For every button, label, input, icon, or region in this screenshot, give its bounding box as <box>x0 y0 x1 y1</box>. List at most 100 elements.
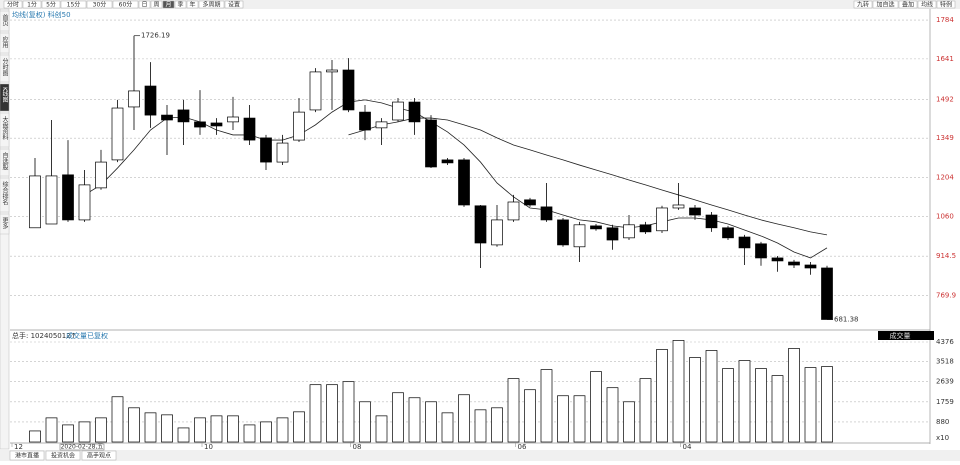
sidebar-tab[interactable] <box>0 112 10 148</box>
bottom-tab-label[interactable]: 港市直播 <box>15 452 39 460</box>
sidebar-tab[interactable] <box>0 32 10 54</box>
candle-body <box>557 219 569 246</box>
volume-bar <box>738 360 751 443</box>
toolbar-tab[interactable] <box>86 0 113 9</box>
cursor-label: 2020-02-28,五 <box>61 444 104 451</box>
toolbar-tab-label[interactable]: 周 <box>153 1 159 8</box>
toolbar-tab-label[interactable]: 年 <box>189 0 195 8</box>
candle-body <box>689 207 701 216</box>
y-tick-label: 1204 <box>936 174 954 182</box>
toolbar-right-label[interactable]: 九转 <box>857 0 869 8</box>
candle-body <box>491 219 503 246</box>
y-tick-label: 769.9 <box>936 291 956 299</box>
candle-body <box>540 206 553 221</box>
toolbar-tab[interactable] <box>150 0 163 9</box>
toolbar-tab-label[interactable]: 日 <box>141 1 147 8</box>
toolbar-tab[interactable] <box>162 0 175 9</box>
y-tick-label: 1060 <box>936 213 954 221</box>
y-tick-label: 914.5 <box>936 252 956 260</box>
candle-body <box>111 107 124 161</box>
sidebar-tab-label[interactable]: 综合排名 <box>1 180 8 206</box>
bottom-tab-label[interactable]: 高手观点 <box>87 452 111 460</box>
toolbar-tab[interactable] <box>41 0 61 9</box>
volume-bar <box>672 340 685 443</box>
candle-body <box>392 101 404 121</box>
volume-bar <box>260 421 272 443</box>
volume-bar <box>326 384 338 443</box>
sidebar-tab[interactable] <box>0 54 10 83</box>
sidebar-tab-label[interactable]: 大盘资料 <box>1 115 8 141</box>
toolbar-right-label[interactable]: 叠加 <box>902 0 914 8</box>
candle-body <box>639 224 652 233</box>
volume-bar <box>540 369 553 443</box>
toolbar-tab-label[interactable]: 季 <box>177 0 183 8</box>
sidebar-tab-label[interactable]: 应用 <box>1 35 8 49</box>
candle-body <box>128 90 140 108</box>
candle-body <box>260 137 272 163</box>
bottom-tab[interactable] <box>45 450 81 461</box>
toolbar-tab-label[interactable]: 5分 <box>46 0 56 8</box>
bottom-tab-label[interactable]: 投资机会 <box>51 452 75 460</box>
toolbar-tab[interactable] <box>224 0 244 9</box>
volume-menu[interactable]: 成交量 <box>890 331 911 340</box>
toolbar-right-label[interactable]: 特例 <box>940 0 952 8</box>
toolbar-tab-label[interactable]: 60分 <box>119 0 133 8</box>
candle-body <box>144 85 157 116</box>
toolbar-bg <box>0 0 960 9</box>
toolbar-right-btn[interactable] <box>898 0 918 9</box>
bottom-tab[interactable] <box>9 450 45 461</box>
sidebar-tab[interactable] <box>0 177 10 213</box>
toolbar-tab-label[interactable]: 30分 <box>93 0 107 8</box>
volume-bar <box>375 415 388 443</box>
toolbar-right-btn[interactable] <box>853 0 873 9</box>
sidebar-tab-label[interactable]: 更多 <box>1 217 8 230</box>
sidebar-tab[interactable] <box>0 148 10 177</box>
toolbar-tab-label[interactable]: 1分 <box>27 0 37 8</box>
sidebar-tab-label[interactable]: K线图 <box>1 87 8 104</box>
sidebar-tab[interactable] <box>0 83 10 112</box>
toolbar-tab[interactable] <box>138 0 151 9</box>
candle-body <box>738 236 751 249</box>
volume-bar <box>491 407 503 443</box>
y-tick-label: 1492 <box>936 95 954 103</box>
candle-body <box>474 205 487 244</box>
toolbar-tab[interactable] <box>3 0 23 9</box>
candle-body <box>95 161 107 189</box>
candle-body <box>573 224 586 248</box>
candle-body <box>771 257 784 262</box>
volume-bar <box>227 415 239 443</box>
volume-menu-bg <box>878 331 934 340</box>
candle-body <box>326 69 338 73</box>
toolbar-tab-label[interactable]: 月 <box>165 1 171 8</box>
volume-bar <box>606 387 619 443</box>
toolbar-tab-label[interactable]: 多周期 <box>202 0 220 8</box>
toolbar-right-btn[interactable] <box>936 0 956 9</box>
sidebar-tab[interactable] <box>0 10 10 32</box>
toolbar-tab-label[interactable]: 分时 <box>7 0 19 8</box>
toolbar-tab[interactable] <box>112 0 139 9</box>
toolbar-right-btn[interactable] <box>872 0 899 9</box>
bottom-tab[interactable] <box>81 450 117 461</box>
toolbar-right-btn[interactable] <box>917 0 937 9</box>
toolbar-right-label[interactable]: 均线 <box>921 0 933 8</box>
sidebar-tab-label[interactable]: 自选股 <box>1 151 8 171</box>
toolbar-tab[interactable] <box>198 0 225 9</box>
toolbar-tab[interactable] <box>60 0 87 9</box>
candle-body <box>804 264 817 269</box>
sidebar-tab[interactable] <box>0 213 10 235</box>
toolbar-tab[interactable] <box>22 0 42 9</box>
volume-bar <box>771 375 784 443</box>
candle-body <box>656 207 668 232</box>
toolbar-tab[interactable] <box>186 0 199 9</box>
sidebar-tab-label[interactable]: 分时图 <box>1 57 8 77</box>
volume-bar <box>210 415 223 443</box>
toolbar-tab-label[interactable]: 设置 <box>228 0 240 8</box>
ma-line <box>348 117 828 236</box>
toolbar-tab[interactable] <box>174 0 187 9</box>
volume-bar <box>656 349 668 443</box>
toolbar-right-label[interactable]: 加自选 <box>876 0 894 8</box>
candle-body <box>705 214 718 229</box>
toolbar-tab-label[interactable]: 15分 <box>67 0 81 8</box>
sidebar-tab-label[interactable]: 首页 <box>1 13 8 27</box>
